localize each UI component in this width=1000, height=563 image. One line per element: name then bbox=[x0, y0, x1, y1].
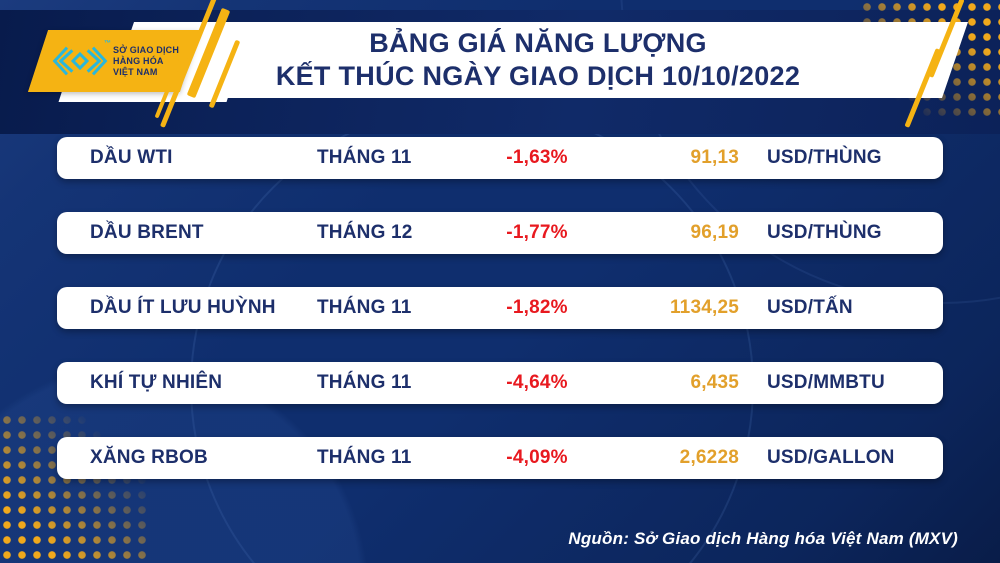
logo-text-line2: HÀNG HÓA bbox=[113, 55, 164, 66]
contract-month: THÁNG 11 bbox=[317, 297, 412, 318]
commodity-name: DẦU WTI bbox=[90, 147, 173, 168]
logo-plate: SỞ GIAO DỊCH HÀNG HÓA VIỆT NAM ™ bbox=[27, 30, 201, 92]
price-unit: USD/TẤN bbox=[767, 297, 853, 318]
logo-wordmark: SỞ GIAO DỊCH HÀNG HÓA VIỆT NAM bbox=[113, 45, 179, 78]
commodity-name: XĂNG RBOB bbox=[90, 447, 208, 468]
header-band: BẢNG GIÁ NĂNG LƯỢNG KẾT THÚC NGÀY GIAO D… bbox=[108, 22, 968, 98]
price-value: 96,19 bbox=[690, 222, 739, 243]
price-unit: USD/GALLON bbox=[767, 447, 895, 468]
percent-change: -1,82% bbox=[506, 297, 568, 318]
contract-month: THÁNG 11 bbox=[317, 147, 412, 168]
page-title-line1: BẢNG GIÁ NĂNG LƯỢNG bbox=[369, 28, 707, 58]
mxv-chevron-logo-icon bbox=[52, 46, 108, 76]
percent-change: -1,77% bbox=[506, 222, 568, 243]
logo-text-line1: SỞ GIAO DỊCH bbox=[113, 44, 180, 55]
percent-change: -4,09% bbox=[506, 447, 568, 468]
table-row: KHÍ TỰ NHIÊN THÁNG 11 -4,64% 6,435 USD/M… bbox=[57, 362, 943, 404]
price-value: 91,13 bbox=[690, 147, 739, 168]
commodity-name: DẦU BRENT bbox=[90, 222, 204, 243]
table-row: DẦU ÍT LƯU HUỲNH THÁNG 11 -1,82% 1134,25… bbox=[57, 287, 943, 329]
contract-month: THÁNG 11 bbox=[317, 447, 412, 468]
table-row: DẦU WTI THÁNG 11 -1,63% 91,13 USD/THÙNG bbox=[57, 137, 943, 179]
contract-month: THÁNG 12 bbox=[317, 222, 413, 243]
price-unit: USD/MMBTU bbox=[767, 372, 885, 393]
commodity-name: KHÍ TỰ NHIÊN bbox=[90, 372, 223, 393]
price-unit: USD/THÙNG bbox=[767, 222, 882, 243]
price-unit: USD/THÙNG bbox=[767, 147, 882, 168]
logo-text-line3: VIỆT NAM bbox=[113, 66, 158, 77]
mxv-logo: SỞ GIAO DỊCH HÀNG HÓA VIỆT NAM ™ bbox=[0, 0, 280, 140]
table-row: XĂNG RBOB THÁNG 11 -4,09% 2,6228 USD/GAL… bbox=[57, 437, 943, 479]
page-title-line2: KẾT THÚC NGÀY GIAO DỊCH 10/10/2022 bbox=[275, 61, 801, 91]
price-value: 6,435 bbox=[690, 372, 739, 393]
price-value: 1134,25 bbox=[669, 297, 739, 318]
price-table: DẦU WTI THÁNG 11 -1,63% 91,13 USD/THÙNG … bbox=[57, 137, 943, 512]
percent-change: -1,63% bbox=[506, 147, 568, 168]
table-row: DẦU BRENT THÁNG 12 -1,77% 96,19 USD/THÙN… bbox=[57, 212, 943, 254]
source-note: Nguồn: Sở Giao dịch Hàng hóa Việt Nam (M… bbox=[568, 529, 958, 548]
trademark-symbol: ™ bbox=[104, 40, 111, 47]
price-value: 2,6228 bbox=[679, 447, 739, 468]
contract-month: THÁNG 11 bbox=[317, 372, 412, 393]
percent-change: -4,64% bbox=[506, 372, 568, 393]
commodity-name: DẦU ÍT LƯU HUỲNH bbox=[90, 297, 276, 318]
